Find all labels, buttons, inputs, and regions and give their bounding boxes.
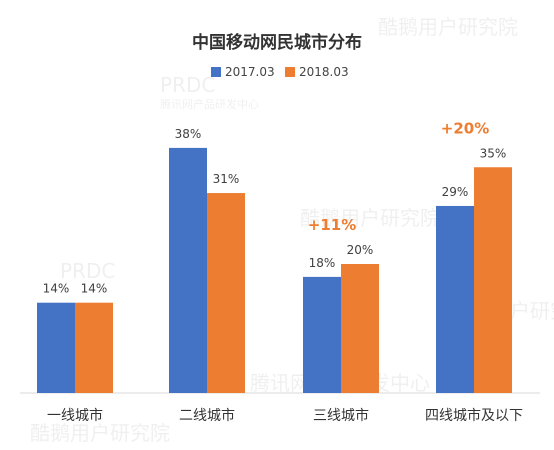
watermark-text: PRDC	[160, 73, 215, 97]
watermark-text: 腾讯网产品研发中心	[160, 97, 259, 111]
bars-layer	[20, 147, 540, 394]
growth-annotation: +11%	[308, 216, 356, 234]
bar-2017-0	[37, 302, 75, 393]
data-label: 31%	[213, 172, 240, 186]
bar-2018-3	[474, 167, 512, 393]
bar-2018-0	[75, 302, 113, 393]
growth-annotation: +20%	[441, 119, 489, 137]
category-label: 四线城市及以下	[425, 407, 523, 424]
legend-label-2018: 2018.03	[299, 65, 349, 79]
data-label: 35%	[480, 146, 507, 160]
bar-2017-3	[436, 205, 474, 393]
legend: 2017.03 2018.03	[211, 65, 349, 79]
legend-swatch-2017	[211, 67, 221, 77]
value-labels-layer: 14% 14% 38% 31% 18% 20% 29% 35%	[43, 127, 507, 296]
category-label: 三线城市	[313, 407, 369, 424]
watermark-text: 酷鹅用户研究院	[30, 421, 170, 445]
legend-swatch-2018	[285, 67, 295, 77]
bar-2018-2	[341, 264, 379, 393]
category-labels-layer: 一线城市 二线城市 三线城市 四线城市及以下	[47, 407, 523, 424]
watermark-text: 酷鹅用户研究院	[378, 15, 518, 39]
data-label: 38%	[175, 127, 202, 141]
data-label: 14%	[81, 282, 108, 296]
data-label: 18%	[309, 256, 336, 270]
bar-2017-1	[169, 147, 207, 393]
bar-2017-2	[303, 276, 341, 393]
category-label: 一线城市	[47, 407, 103, 424]
watermark-text: PRDC	[60, 259, 115, 283]
bar-2018-1	[207, 193, 245, 393]
watermark-text: 酷鹅用户研究院	[300, 206, 440, 230]
chart-title: 中国移动网民城市分布	[192, 32, 362, 53]
legend-label-2017: 2017.03	[225, 65, 275, 79]
annotations-layer: +11% +20%	[308, 119, 489, 234]
data-label: 14%	[43, 282, 70, 296]
category-label: 二线城市	[179, 407, 235, 424]
watermark-layer: 酷鹅用户研究院 PRDC 腾讯网产品研发中心 酷鹅用户研究院 PRDC 腾讯网产…	[30, 15, 554, 445]
data-label: 20%	[347, 243, 374, 257]
data-label: 29%	[442, 185, 469, 199]
